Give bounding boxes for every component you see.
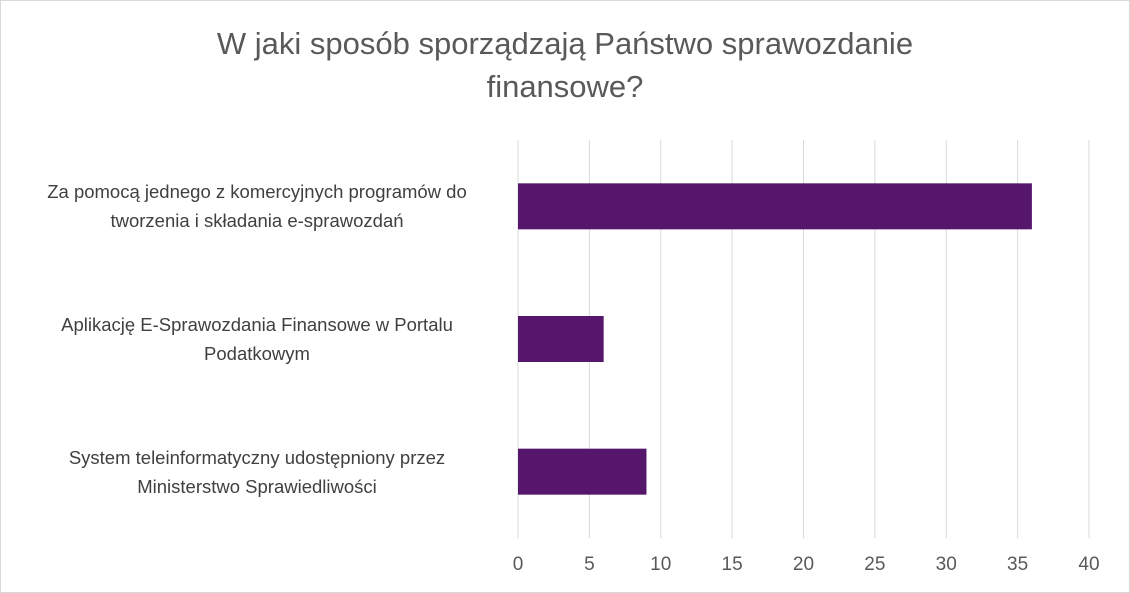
x-tick-label: 25: [864, 554, 885, 575]
x-tick-label: 0: [513, 554, 524, 575]
category-label-line: Za pomocą jednego z komercyjnych program…: [47, 181, 467, 203]
category-label-2: Aplikację E-Sprawozdania Finansowe w Por…: [7, 310, 507, 368]
x-tick-label: 40: [1078, 554, 1099, 575]
x-tick-label: 5: [584, 554, 595, 575]
x-tick-label: 35: [1007, 554, 1028, 575]
bar-1: [518, 183, 1032, 230]
category-label-line: Podatkowym: [204, 343, 310, 364]
chart-title-line-1: W jaki sposób sporządzają Państwo sprawo…: [216, 26, 914, 61]
category-label-1: Za pomocą jednego z komercyjnych program…: [7, 177, 507, 235]
x-tick-label: 15: [722, 554, 743, 575]
x-tick-label: 30: [936, 554, 957, 575]
chart-title: W jaki sposób sporządzają Państwo sprawo…: [0, 22, 1130, 108]
x-tick-label: 20: [793, 554, 814, 575]
bar-2: [518, 316, 604, 362]
category-label-line: Ministerstwo Sprawiedliwości: [137, 475, 377, 497]
category-label-line: System teleinformatyczny udostępniony pr…: [68, 446, 446, 468]
category-label-3: System teleinformatyczny udostępniony pr…: [7, 443, 507, 501]
x-tick-label: 10: [650, 554, 671, 575]
chart-title-line-2: finansowe?: [486, 69, 644, 104]
category-label-line: tworzenia i składania e-sprawozdań: [110, 210, 404, 232]
category-label-line: Aplikację E-Sprawozdania Finansowe w Por…: [61, 314, 453, 335]
bar-3: [518, 448, 647, 495]
